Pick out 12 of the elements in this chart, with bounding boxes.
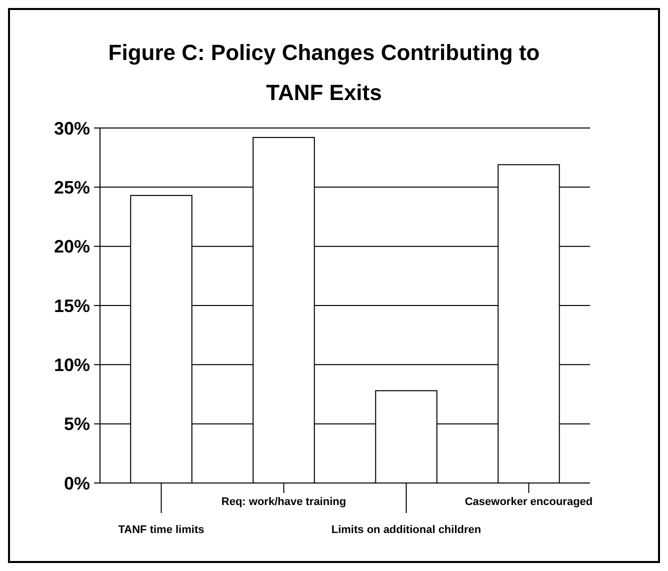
y-tick-label: 15%: [54, 296, 90, 316]
y-tick-label: 25%: [54, 177, 90, 198]
y-tick-label: 10%: [54, 354, 90, 375]
y-tick-label: 5%: [64, 414, 90, 434]
y-tick-label: 30%: [54, 118, 90, 138]
y-tick-label: 20%: [54, 236, 90, 257]
x-tick-label: Limits on additional children: [331, 524, 482, 536]
x-tick-label: Req: work/have training: [221, 496, 346, 508]
x-tick-label: Caseworker encouraged: [464, 496, 593, 508]
chart-title: Figure C: Policy Changes Contributing to TANF Exits: [108, 40, 540, 105]
x-tick-label: TANF time limits: [118, 524, 204, 536]
y-tick-label: 0%: [64, 473, 90, 494]
